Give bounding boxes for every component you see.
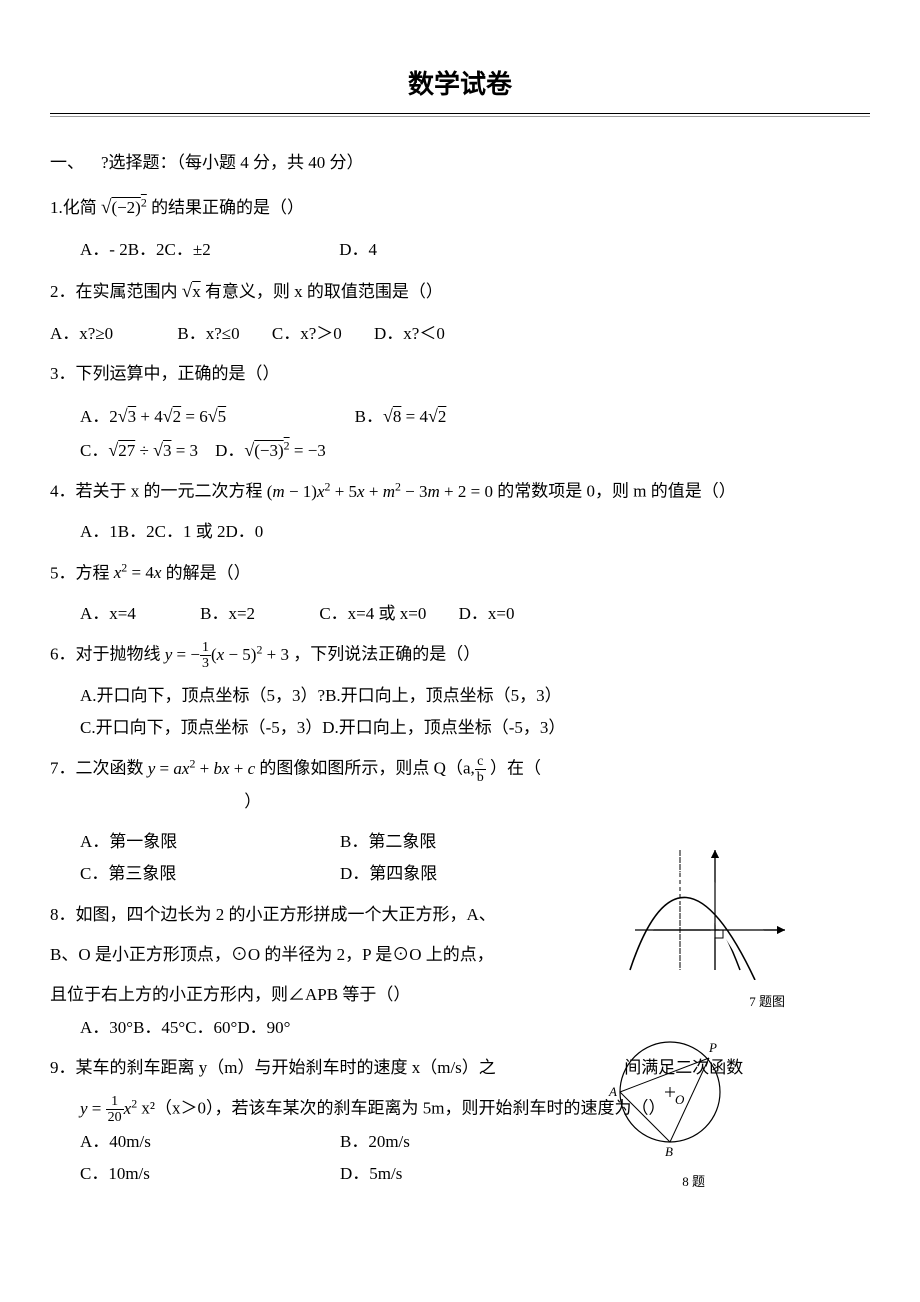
q9-opt-b: B．20m/s <box>340 1126 600 1158</box>
q6-stem-pre: 6．对于抛物线 <box>50 645 161 664</box>
figure-q7 <box>620 840 800 980</box>
question-8-line3: 且位于右上方的小正方形内，则∠APB 等于（） <box>50 979 870 1011</box>
q7-frac-num: c <box>475 754 486 770</box>
question-7: 7．二次函数 y = ax2 + bx + c 的图像如图所示，则点 Q（a,c… <box>50 752 870 818</box>
q9-line2-mid: x²（x＞0），若该车某次的刹车距离为 5m，则开始刹车时的速度为（） <box>141 1099 665 1118</box>
q3-opt-a: A．2√3 + 4√2 = 6√5 <box>80 407 226 426</box>
q9-opt-a: A．40m/s <box>80 1126 340 1158</box>
title-rule-top <box>50 113 870 114</box>
q7-opt-d: D．第四象限 <box>340 858 600 890</box>
q2-options: A．x?≥0 B．x?≤0 C．x?＞0 D．x?＜0 <box>50 318 870 350</box>
q7-stem-pre: 7．二次函数 <box>50 759 144 778</box>
figure-q8-caption: 8 题 <box>682 1170 705 1195</box>
q7-options: A．第一象限 B．第二象限 <box>80 826 600 858</box>
label-A: A <box>608 1084 617 1099</box>
q9-stem-pre: 9．某车的刹车距离 y（m）与开始刹车时的速度 x（m/s）之 <box>50 1058 496 1077</box>
q3-opt-d: D．√(−3)2 = −3 <box>215 441 326 460</box>
section-1-heading: 一、 ?选择题：（每小题 4 分，共 40 分） <box>50 147 870 179</box>
q8-options: A．30°B．45°C．60°D．90° <box>80 1012 870 1044</box>
title-rule-bottom <box>50 116 870 117</box>
q2-expr: √x <box>182 282 205 301</box>
q1-stem-post: 的结果正确的是（） <box>151 198 304 217</box>
q7-close: ） <box>244 792 261 811</box>
q5-opt-c: C．x=4 或 x=0 <box>319 604 426 623</box>
figure-q7-caption: 7 题图 <box>749 990 785 1015</box>
q6-stem-post: ，下列说法正确的是（） <box>293 645 480 664</box>
q1-options: A．- 2B．2C．±2 D．4 <box>80 234 870 266</box>
q7-stem-post: ）在（ <box>490 759 541 778</box>
q9-frac-den: 20 <box>106 1110 124 1125</box>
question-9: 9．某车的刹车距离 y（m）与开始刹车时的速度 x（m/s）之 间满足二次函数 <box>50 1052 870 1084</box>
question-4: 4．若关于 x 的一元二次方程 (m − 1)x2 + 5x + m2 − 3m… <box>50 475 870 508</box>
label-O: O <box>675 1092 685 1107</box>
q2-opt-b: B．x?≤0 <box>177 324 239 343</box>
q9-frac-num: 1 <box>106 1094 124 1110</box>
q5-opt-a: A．x=4 <box>80 604 136 623</box>
q2-opt-a: A．x?≥0 <box>50 324 113 343</box>
question-2: 2．在实属范围内 √x 有意义，则 x 的取值范围是（） <box>50 274 870 310</box>
q2-opt-d: D．x?＜0 <box>374 324 445 343</box>
page-title: 数学试卷 <box>50 60 870 109</box>
q9-options-row1: A．40m/s B．20m/s <box>80 1126 600 1158</box>
q2-stem-pre: 2．在实属范围内 <box>50 282 178 301</box>
q7-stem-mid: 的图像如图所示，则点 Q（a, <box>259 759 474 778</box>
question-6: 6．对于抛物线 y = −13(x − 5)2 + 3 ，下列说法正确的是（） <box>50 638 870 672</box>
q2-stem-post: 有意义，则 x 的取值范围是（） <box>205 282 443 301</box>
q7-frac-den: b <box>475 770 486 785</box>
q9-opt-c: C．10m/s <box>80 1158 340 1190</box>
q6-expr: y = −13(x − 5)2 + 3 <box>165 645 294 664</box>
q5-expr: x2 = 4x <box>114 563 162 582</box>
label-P: P <box>708 1040 717 1055</box>
q9-options-row2: C．10m/s D．5m/s <box>80 1158 600 1190</box>
q3-opt-b: B．√8 = 4√2 <box>355 407 447 426</box>
q7-expr: y = ax2 + bx + c <box>148 759 255 778</box>
q3-opt-c: C．√27 ÷ √3 = 3 <box>80 441 198 460</box>
figure-q8: A B O P <box>600 1022 740 1162</box>
q5-opt-b: B．x=2 <box>200 604 255 623</box>
q5-opt-d: D．x=0 <box>459 604 515 623</box>
q9-opt-d: D．5m/s <box>340 1158 600 1190</box>
q6-opt-ab: A.开口向下，顶点坐标（5，3）?B.开口向上，顶点坐标（5，3） <box>80 680 870 712</box>
q7-opt-b: B．第二象限 <box>340 826 600 858</box>
q1-opt-d: D．4 <box>339 240 377 259</box>
q2-opt-c: C．x?＞0 <box>272 324 342 343</box>
q7-opt-a: A．第一象限 <box>80 826 340 858</box>
q6-options: A.开口向下，顶点坐标（5，3）?B.开口向上，顶点坐标（5，3） C.开口向下… <box>80 680 870 745</box>
q4-expr: (m − 1)x2 + 5x + m2 − 3m + 2 = 0 <box>267 482 493 501</box>
q4-options: A．1B．2C．1 或 2D．0 <box>80 516 870 548</box>
q4-stem-post: 的常数项是 0，则 m 的值是（） <box>497 482 735 501</box>
q4-stem-pre: 4．若关于 x 的一元二次方程 <box>50 482 263 501</box>
q5-stem-pre: 5．方程 <box>50 563 110 582</box>
q7-opt-c: C．第三象限 <box>80 858 340 890</box>
question-5: 5．方程 x2 = 4x 的解是（） <box>50 557 870 590</box>
q9-line2: y = 120x2 x²（x＞0），若该车某次的刹车距离为 5m，则开始刹车时的… <box>80 1092 870 1126</box>
label-B: B <box>665 1144 673 1159</box>
q1-stem-pre: 1.化简 <box>50 198 97 217</box>
q3-options: A．2√3 + 4√2 = 6√5 B．√8 = 4√2 C．√27 ÷ √3 … <box>80 399 870 468</box>
question-1: 1.化简 √(−2)2 的结果正确的是（） <box>50 190 870 226</box>
question-3-stem: 3．下列运算中，正确的是（） <box>50 358 870 390</box>
q6-opt-cd: C.开口向下，顶点坐标（-5，3）D.开口向上，顶点坐标（-5，3） <box>80 712 870 744</box>
q1-opt-abc: A．- 2B．2C．±2 <box>80 240 211 259</box>
q7-options-2: C．第三象限 D．第四象限 <box>80 858 600 890</box>
q1-expr: √(−2)2 <box>101 198 151 217</box>
q5-stem-post: 的解是（） <box>166 563 251 582</box>
q5-options: A．x=4 B．x=2 C．x=4 或 x=0 D．x=0 <box>80 598 870 630</box>
